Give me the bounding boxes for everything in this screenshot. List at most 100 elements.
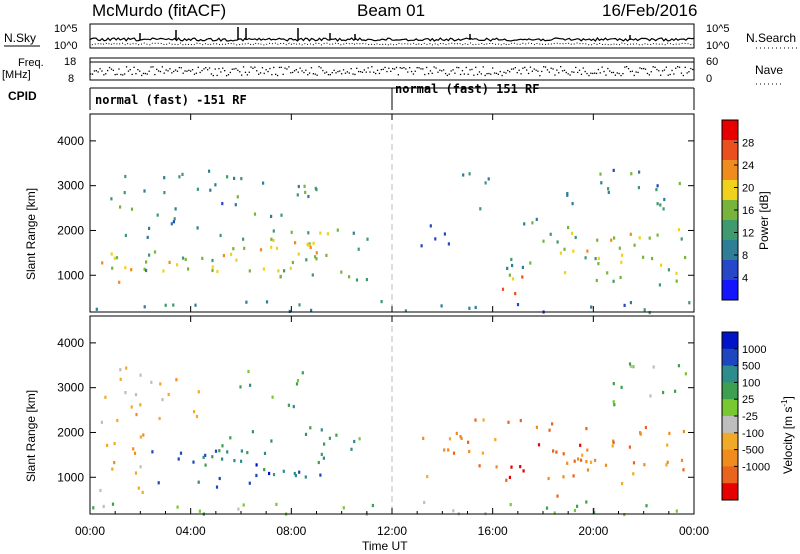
nave-dot xyxy=(482,66,484,68)
nave-dot xyxy=(107,69,109,72)
nave-dot xyxy=(269,67,271,70)
heatmap-cell xyxy=(279,274,282,278)
heatmap-cell xyxy=(303,184,306,188)
heatmap-cell xyxy=(124,233,127,238)
colorbar-tick-label: 20 xyxy=(742,183,754,195)
nave-dot xyxy=(97,71,99,73)
heatmap-cell xyxy=(175,378,178,382)
nave-dot xyxy=(409,67,411,69)
heatmap-cell xyxy=(599,172,602,176)
nave-dot xyxy=(208,67,211,69)
nave-dot xyxy=(246,74,248,76)
nave-dot xyxy=(207,69,209,71)
heatmap-cell xyxy=(529,261,532,265)
nave-dot xyxy=(376,69,379,71)
nave-dot xyxy=(527,72,530,75)
heatmap-cell xyxy=(100,420,103,424)
heatmap-cell xyxy=(124,391,127,395)
x-tick-label: 20:00 xyxy=(578,524,608,538)
nave-dot xyxy=(216,74,218,77)
heatmap-cell xyxy=(484,181,487,185)
heatmap-cell xyxy=(320,428,323,432)
nave-dot xyxy=(233,68,235,70)
heatmap-cell xyxy=(535,217,538,221)
heatmap-cell xyxy=(104,395,107,399)
nave-dot xyxy=(501,74,503,77)
y-tick-label: 4000 xyxy=(57,336,84,350)
nave-dot xyxy=(637,71,639,74)
nave-dot xyxy=(660,74,662,76)
heatmap-cell xyxy=(613,403,616,407)
nave-dot xyxy=(178,66,180,69)
nave-dot xyxy=(127,70,130,72)
heatmap-cell xyxy=(243,246,246,250)
nave-dot xyxy=(99,68,101,70)
nave-dot xyxy=(139,70,141,72)
heatmap-cell xyxy=(651,256,654,261)
heatmap-cell xyxy=(604,463,608,467)
nave-dot xyxy=(310,67,313,69)
nave-dot xyxy=(135,73,137,75)
nave-dot xyxy=(350,68,352,70)
nave-dot xyxy=(652,66,654,68)
nave-dot xyxy=(539,75,541,77)
nave-tick-top: 60 xyxy=(706,56,718,68)
heatmap-cell xyxy=(272,238,275,242)
heatmap-cell xyxy=(176,263,179,267)
heatmap-cell xyxy=(111,502,115,506)
colorbar-tick-label: -25 xyxy=(742,411,758,423)
heatmap-cell xyxy=(535,425,538,429)
colorbar-tick-label: -1000 xyxy=(742,461,770,473)
heatmap-cell xyxy=(677,228,681,232)
nave-dot xyxy=(541,70,543,73)
nave-dot xyxy=(590,72,592,74)
heatmap-cell xyxy=(371,503,374,508)
nave-dot xyxy=(182,72,184,74)
date-title: 16/Feb/2016 xyxy=(602,1,697,20)
heatmap-cell xyxy=(294,474,297,478)
nave-dot xyxy=(261,67,264,69)
colorbar-swatch xyxy=(722,280,738,301)
nave-dot xyxy=(620,74,622,77)
nave-dot xyxy=(416,67,418,69)
heatmap-cell xyxy=(495,465,498,469)
heatmap-cell xyxy=(628,445,631,449)
heatmap-cell xyxy=(282,469,285,473)
heatmap-cell xyxy=(157,481,160,485)
heatmap-cell xyxy=(675,509,678,513)
heatmap-cell xyxy=(172,303,175,307)
heatmap-cell xyxy=(178,175,181,179)
nave-dot xyxy=(616,72,618,74)
nave-dot xyxy=(611,71,613,74)
heatmap-cell xyxy=(566,192,569,196)
heatmap-cell xyxy=(628,362,632,366)
nave-dot xyxy=(480,73,482,75)
nave-dot xyxy=(380,69,382,71)
heatmap-cell xyxy=(680,458,684,462)
heatmap-cell xyxy=(174,207,177,211)
nave-dot xyxy=(244,71,247,73)
heatmap-cell xyxy=(236,195,239,199)
heatmap-cell xyxy=(674,389,677,393)
heatmap-cell xyxy=(325,253,328,257)
nave-dot xyxy=(327,74,330,76)
heatmap-cell xyxy=(110,252,113,256)
heatmap-cell xyxy=(521,275,524,279)
nave-dot xyxy=(137,69,139,71)
heatmap-cell xyxy=(573,508,576,513)
heatmap-cell xyxy=(656,233,659,237)
nave-dot xyxy=(673,73,675,75)
nave-dot xyxy=(248,71,250,73)
heatmap-cell xyxy=(275,246,279,250)
nave-dot xyxy=(293,70,296,72)
nave-dot xyxy=(437,71,439,73)
heatmap-cell xyxy=(226,175,229,179)
heatmap-cell xyxy=(124,266,127,270)
nave-dot xyxy=(429,70,432,72)
heatmap-cell xyxy=(612,279,615,283)
nave-dot xyxy=(644,68,647,70)
colorbar-tick-label: 24 xyxy=(742,160,754,172)
x-tick-label: 04:00 xyxy=(176,524,206,538)
nsky-tick-bottom: 10^0 xyxy=(54,40,78,52)
heatmap-cell xyxy=(592,507,596,511)
